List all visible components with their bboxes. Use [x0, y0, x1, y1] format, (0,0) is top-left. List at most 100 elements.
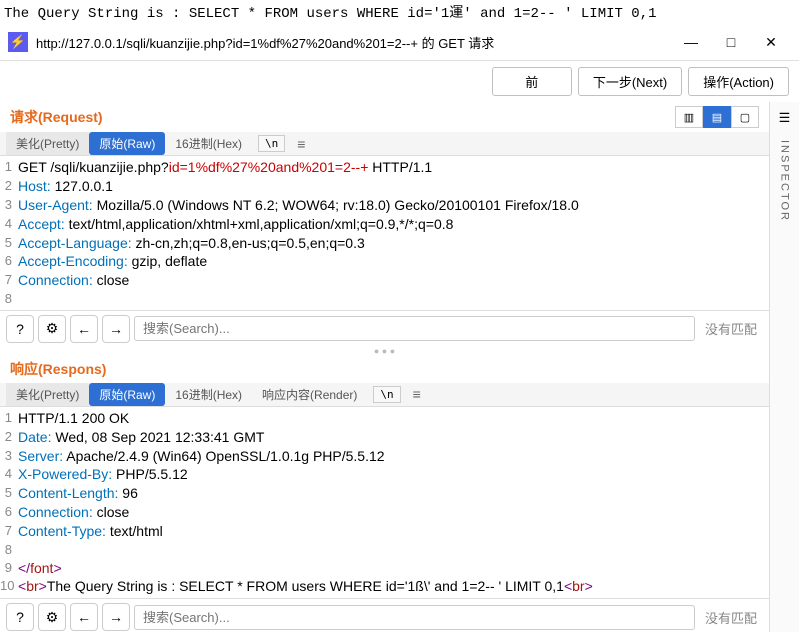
line-number: 3: [0, 447, 18, 466]
line-content: [18, 290, 769, 308]
request-nomatch-label: 没有匹配: [699, 319, 763, 338]
line-number: 4: [0, 465, 18, 484]
code-line: 7Content-Type: text/html: [0, 522, 769, 541]
code-line: 10<br>The Query String is : SELECT * FRO…: [0, 577, 769, 596]
response-body[interactable]: 1HTTP/1.1 200 OK2Date: Wed, 08 Sep 2021 …: [0, 407, 769, 599]
tab-pretty-resp[interactable]: 美化(Pretty): [6, 383, 89, 406]
code-line: 5Content-Length: 96: [0, 484, 769, 503]
line-content: Accept: text/html,application/xhtml+xml,…: [18, 215, 769, 234]
request-menu-icon[interactable]: ≡: [291, 134, 311, 154]
response-menu-icon[interactable]: ≡: [407, 384, 427, 404]
view-single-icon[interactable]: ▢: [731, 106, 759, 128]
newline-toggle[interactable]: \n: [258, 135, 285, 152]
line-number: 10: [0, 577, 18, 596]
request-footer: ? ⚙ ← → 没有匹配: [0, 310, 769, 347]
request-search-input[interactable]: [134, 316, 695, 341]
code-line: 4Accept: text/html,application/xhtml+xml…: [0, 215, 769, 234]
maximize-button[interactable]: □: [711, 28, 751, 56]
tab-raw[interactable]: 原始(Raw): [89, 132, 165, 155]
line-number: 6: [0, 252, 18, 271]
line-content: User-Agent: Mozilla/5.0 (Windows NT 6.2;…: [18, 196, 769, 215]
line-content: <br>The Query String is : SELECT * FROM …: [18, 577, 769, 596]
line-number: 2: [0, 177, 18, 196]
prev-match-icon-resp[interactable]: ←: [70, 603, 98, 631]
line-content: Connection: close: [18, 503, 769, 522]
prev-match-icon[interactable]: ←: [70, 315, 98, 343]
code-line: 2Host: 127.0.0.1: [0, 177, 769, 196]
minimize-button[interactable]: —: [671, 28, 711, 56]
line-content: Content-Length: 96: [18, 484, 769, 503]
line-content: Accept-Language: zh-cn,zh;q=0.8,en-us;q=…: [18, 234, 769, 253]
code-line: 5Accept-Language: zh-cn,zh;q=0.8,en-us;q…: [0, 234, 769, 253]
code-line: 1GET /sqli/kuanzijie.php?id=1%df%27%20an…: [0, 158, 769, 177]
line-content: GET /sqli/kuanzijie.php?id=1%df%27%20and…: [18, 158, 769, 177]
line-content: Server: Apache/2.4.9 (Win64) OpenSSL/1.0…: [18, 447, 769, 466]
code-line: 8: [0, 541, 769, 559]
action-button[interactable]: 操作(Action): [688, 67, 789, 96]
code-line: 3Server: Apache/2.4.9 (Win64) OpenSSL/1.…: [0, 447, 769, 466]
line-number: 1: [0, 158, 18, 177]
help-icon-resp[interactable]: ?: [6, 603, 34, 631]
window-title: http://127.0.0.1/sqli/kuanzijie.php?id=1…: [36, 33, 671, 52]
line-number: 3: [0, 196, 18, 215]
titlebar: ⚡ http://127.0.0.1/sqli/kuanzijie.php?id…: [0, 24, 799, 61]
gear-icon-resp[interactable]: ⚙: [38, 603, 66, 631]
view-columns-icon[interactable]: ▥: [675, 106, 703, 128]
line-number: 7: [0, 271, 18, 290]
line-number: 8: [0, 290, 18, 308]
response-tabs: 美化(Pretty) 原始(Raw) 16进制(Hex) 响应内容(Render…: [0, 383, 769, 407]
next-match-icon-resp[interactable]: →: [102, 603, 130, 631]
favicon-icon: ⚡: [8, 32, 28, 52]
next-match-icon[interactable]: →: [102, 315, 130, 343]
view-toggle-group: ▥ ▤ ▢: [675, 106, 759, 128]
top-query-line: The Query String is : SELECT * FROM user…: [0, 0, 799, 24]
help-icon[interactable]: ?: [6, 315, 34, 343]
code-line: 1HTTP/1.1 200 OK: [0, 409, 769, 428]
tab-hex-resp[interactable]: 16进制(Hex): [165, 383, 252, 406]
code-line: 2Date: Wed, 08 Sep 2021 12:33:41 GMT: [0, 428, 769, 447]
inspector-label: INSPECTOR: [779, 140, 791, 222]
inspector-sidebar: ☰ INSPECTOR: [769, 102, 799, 632]
tab-raw-resp[interactable]: 原始(Raw): [89, 383, 165, 406]
newline-toggle-resp[interactable]: \n: [373, 386, 400, 403]
line-number: 5: [0, 484, 18, 503]
line-content: X-Powered-By: PHP/5.5.12: [18, 465, 769, 484]
line-number: 9: [0, 559, 18, 578]
line-number: 5: [0, 234, 18, 253]
line-content: Accept-Encoding: gzip, deflate: [18, 252, 769, 271]
view-split-icon[interactable]: ▤: [703, 106, 731, 128]
line-content: HTTP/1.1 200 OK: [18, 409, 769, 428]
code-line: 6Accept-Encoding: gzip, deflate: [0, 252, 769, 271]
line-number: 7: [0, 522, 18, 541]
request-title: 请求(Request): [10, 107, 103, 127]
line-number: 2: [0, 428, 18, 447]
tab-hex[interactable]: 16进制(Hex): [165, 132, 252, 155]
gear-icon[interactable]: ⚙: [38, 315, 66, 343]
next-button[interactable]: 下一步(Next): [578, 67, 682, 96]
line-number: 1: [0, 409, 18, 428]
response-search-input[interactable]: [134, 605, 695, 630]
close-button[interactable]: ✕: [751, 28, 791, 56]
code-line: 7Connection: close: [0, 271, 769, 290]
line-content: Host: 127.0.0.1: [18, 177, 769, 196]
line-content: [18, 541, 769, 559]
request-header: 请求(Request) ▥ ▤ ▢: [0, 102, 769, 132]
request-body[interactable]: 1GET /sqli/kuanzijie.php?id=1%df%27%20an…: [0, 156, 769, 310]
line-number: 6: [0, 503, 18, 522]
prev-button[interactable]: 前: [492, 67, 572, 96]
sidebar-toggle-icon[interactable]: ☰: [775, 108, 795, 128]
line-number: 4: [0, 215, 18, 234]
tab-render-resp[interactable]: 响应内容(Render): [252, 383, 367, 406]
toolbar: 前 下一步(Next) 操作(Action): [0, 61, 799, 102]
response-nomatch-label: 没有匹配: [699, 608, 763, 627]
response-title: 响应(Respons): [10, 359, 106, 379]
code-line: 9</font>: [0, 559, 769, 578]
code-line: 4X-Powered-By: PHP/5.5.12: [0, 465, 769, 484]
pane-divider[interactable]: ● ● ●: [0, 347, 769, 355]
code-line: 6Connection: close: [0, 503, 769, 522]
tab-pretty[interactable]: 美化(Pretty): [6, 132, 89, 155]
line-content: Date: Wed, 08 Sep 2021 12:33:41 GMT: [18, 428, 769, 447]
response-header: 响应(Respons): [0, 355, 769, 383]
request-tabs: 美化(Pretty) 原始(Raw) 16进制(Hex) \n ≡: [0, 132, 769, 156]
code-line: 3User-Agent: Mozilla/5.0 (Windows NT 6.2…: [0, 196, 769, 215]
